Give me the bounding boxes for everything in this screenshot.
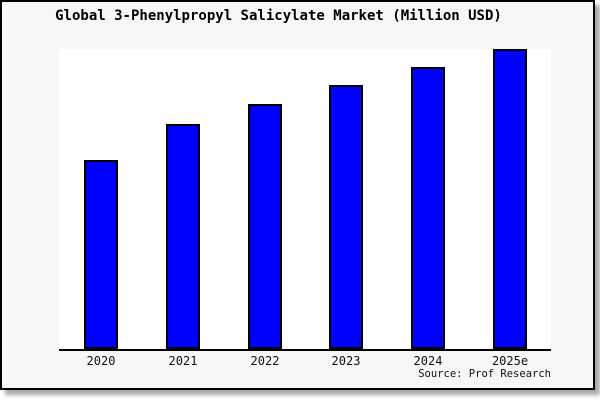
x-tick-label-2021: 2021 [168, 354, 198, 368]
x-tick-label-2025e: 2025e [491, 354, 529, 368]
bar-2024 [411, 67, 445, 349]
x-tick-label-2022: 2022 [250, 354, 280, 368]
x-tick-label-2023: 2023 [331, 354, 361, 368]
bar-2021 [166, 124, 200, 349]
x-tick-label-2024: 2024 [413, 354, 443, 368]
source-label: Source: Prof Research [418, 368, 551, 380]
plot-area [59, 49, 551, 351]
bar-2022 [248, 104, 282, 349]
bar-2020 [84, 160, 118, 349]
chart-title: Global 3-Phenylpropyl Salicylate Market … [55, 8, 502, 24]
bar-2023 [329, 85, 363, 349]
x-tick-label-2020: 2020 [86, 354, 116, 368]
chart-canvas: Global 3-Phenylpropyl Salicylate Market … [0, 0, 595, 390]
bar-2025e [493, 49, 527, 349]
